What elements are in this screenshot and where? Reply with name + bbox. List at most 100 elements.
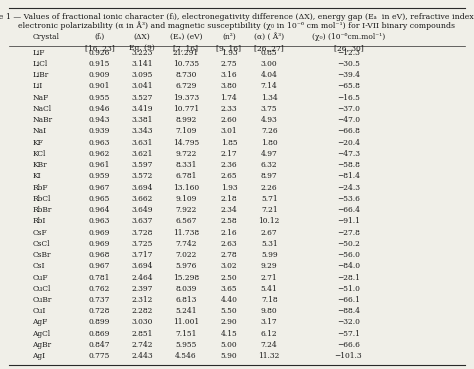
Text: −39.4: −39.4 [337, 71, 360, 79]
Text: 3.527: 3.527 [131, 94, 153, 102]
Text: −37.0: −37.0 [337, 105, 360, 113]
Text: LiBr: LiBr [32, 71, 48, 79]
Text: 5.90: 5.90 [220, 352, 237, 360]
Text: 2.33: 2.33 [220, 105, 237, 113]
Text: 2.60: 2.60 [220, 116, 237, 124]
Text: −57.1: −57.1 [337, 330, 360, 338]
Text: [7, 16]: [7, 16] [173, 44, 198, 52]
Text: 15.298: 15.298 [173, 273, 199, 282]
Text: −50.2: −50.2 [337, 240, 360, 248]
Text: Crystal: Crystal [32, 33, 59, 41]
Text: 5.31: 5.31 [261, 240, 278, 248]
Text: 0.959: 0.959 [89, 172, 110, 180]
Text: (fᵢ): (fᵢ) [94, 33, 105, 41]
Text: 0.961: 0.961 [89, 161, 110, 169]
Text: 5.976: 5.976 [175, 262, 197, 270]
Text: 2.443: 2.443 [131, 352, 153, 360]
Text: NaCl: NaCl [32, 105, 51, 113]
Text: 19.373: 19.373 [173, 94, 199, 102]
Text: 2.16: 2.16 [220, 228, 237, 237]
Text: (α) ( Å³): (α) ( Å³) [254, 33, 284, 41]
Text: −101.3: −101.3 [335, 352, 362, 360]
Text: 0.915: 0.915 [89, 60, 110, 68]
Text: 3.343: 3.343 [131, 127, 153, 135]
Text: −47.3: −47.3 [337, 150, 360, 158]
Text: 0.869: 0.869 [89, 330, 110, 338]
Text: −66.8: −66.8 [337, 127, 360, 135]
Text: Eq. (9): Eq. (9) [129, 44, 155, 52]
Text: 3.597: 3.597 [131, 161, 153, 169]
Text: 0.909: 0.909 [89, 71, 110, 79]
Text: 2.742: 2.742 [131, 341, 153, 349]
Text: −88.4: −88.4 [337, 307, 360, 315]
Text: 2.464: 2.464 [131, 273, 153, 282]
Text: 3.728: 3.728 [131, 228, 153, 237]
Text: 0.963: 0.963 [89, 217, 110, 225]
Text: 2.18: 2.18 [220, 195, 237, 203]
Text: 7.14: 7.14 [261, 82, 278, 90]
Text: 3.17: 3.17 [261, 318, 278, 327]
Text: 11.001: 11.001 [173, 318, 199, 327]
Text: 3.572: 3.572 [131, 172, 153, 180]
Text: 2.282: 2.282 [131, 307, 153, 315]
Text: 3.223: 3.223 [131, 49, 153, 57]
Text: AgBr: AgBr [32, 341, 51, 349]
Text: 0.775: 0.775 [89, 352, 110, 360]
Text: −24.3: −24.3 [337, 184, 360, 192]
Text: [26, 27]: [26, 27] [255, 44, 284, 52]
Text: 5.41: 5.41 [261, 285, 278, 293]
Text: 3.030: 3.030 [131, 318, 153, 327]
Text: 5.71: 5.71 [261, 195, 278, 203]
Text: 9.722: 9.722 [175, 150, 197, 158]
Text: CsBr: CsBr [32, 251, 51, 259]
Text: 8.039: 8.039 [175, 285, 197, 293]
Text: 4.97: 4.97 [261, 150, 278, 158]
Text: 2.312: 2.312 [131, 296, 153, 304]
Text: 2.58: 2.58 [220, 217, 237, 225]
Text: 14.795: 14.795 [173, 139, 199, 146]
Text: 11.32: 11.32 [258, 352, 280, 360]
Text: 0.969: 0.969 [89, 228, 110, 237]
Text: NaBr: NaBr [32, 116, 52, 124]
Text: 2.90: 2.90 [220, 318, 237, 327]
Text: 0.969: 0.969 [89, 240, 110, 248]
Text: 1.34: 1.34 [261, 94, 278, 102]
Text: 6.781: 6.781 [175, 172, 197, 180]
Text: 4.93: 4.93 [261, 116, 278, 124]
Text: LiI: LiI [32, 82, 43, 90]
Text: 0.901: 0.901 [89, 82, 110, 90]
Text: 5.99: 5.99 [261, 251, 278, 259]
Text: 4.40: 4.40 [220, 296, 237, 304]
Text: 3.01: 3.01 [220, 127, 237, 135]
Text: 3.637: 3.637 [131, 217, 153, 225]
Text: 0.847: 0.847 [89, 341, 110, 349]
Text: −30.5: −30.5 [337, 60, 360, 68]
Text: 0.968: 0.968 [89, 251, 110, 259]
Text: −65.8: −65.8 [337, 82, 360, 90]
Text: 0.899: 0.899 [89, 318, 110, 327]
Text: 3.621: 3.621 [131, 150, 153, 158]
Text: 6.567: 6.567 [175, 217, 197, 225]
Text: 2.67: 2.67 [261, 228, 278, 237]
Text: −84.0: −84.0 [337, 262, 360, 270]
Text: 7.24: 7.24 [261, 341, 278, 349]
Text: 3.419: 3.419 [131, 105, 153, 113]
Text: 1.93: 1.93 [220, 184, 237, 192]
Text: 8.730: 8.730 [175, 71, 197, 79]
Text: 3.80: 3.80 [220, 82, 237, 90]
Text: [16, 23]: [16, 23] [85, 44, 114, 52]
Text: 0.967: 0.967 [89, 184, 110, 192]
Text: 3.65: 3.65 [220, 285, 237, 293]
Text: 2.851: 2.851 [131, 330, 153, 338]
Text: 2.36: 2.36 [220, 161, 237, 169]
Text: 0.964: 0.964 [89, 206, 110, 214]
Text: NaF: NaF [32, 94, 49, 102]
Text: 2.34: 2.34 [220, 206, 237, 214]
Text: 2.26: 2.26 [261, 184, 278, 192]
Text: RbI: RbI [32, 217, 46, 225]
Text: 9.80: 9.80 [261, 307, 278, 315]
Text: 0.781: 0.781 [89, 273, 110, 282]
Text: LiCl: LiCl [32, 60, 47, 68]
Text: −27.8: −27.8 [337, 228, 360, 237]
Text: 3.141: 3.141 [131, 60, 153, 68]
